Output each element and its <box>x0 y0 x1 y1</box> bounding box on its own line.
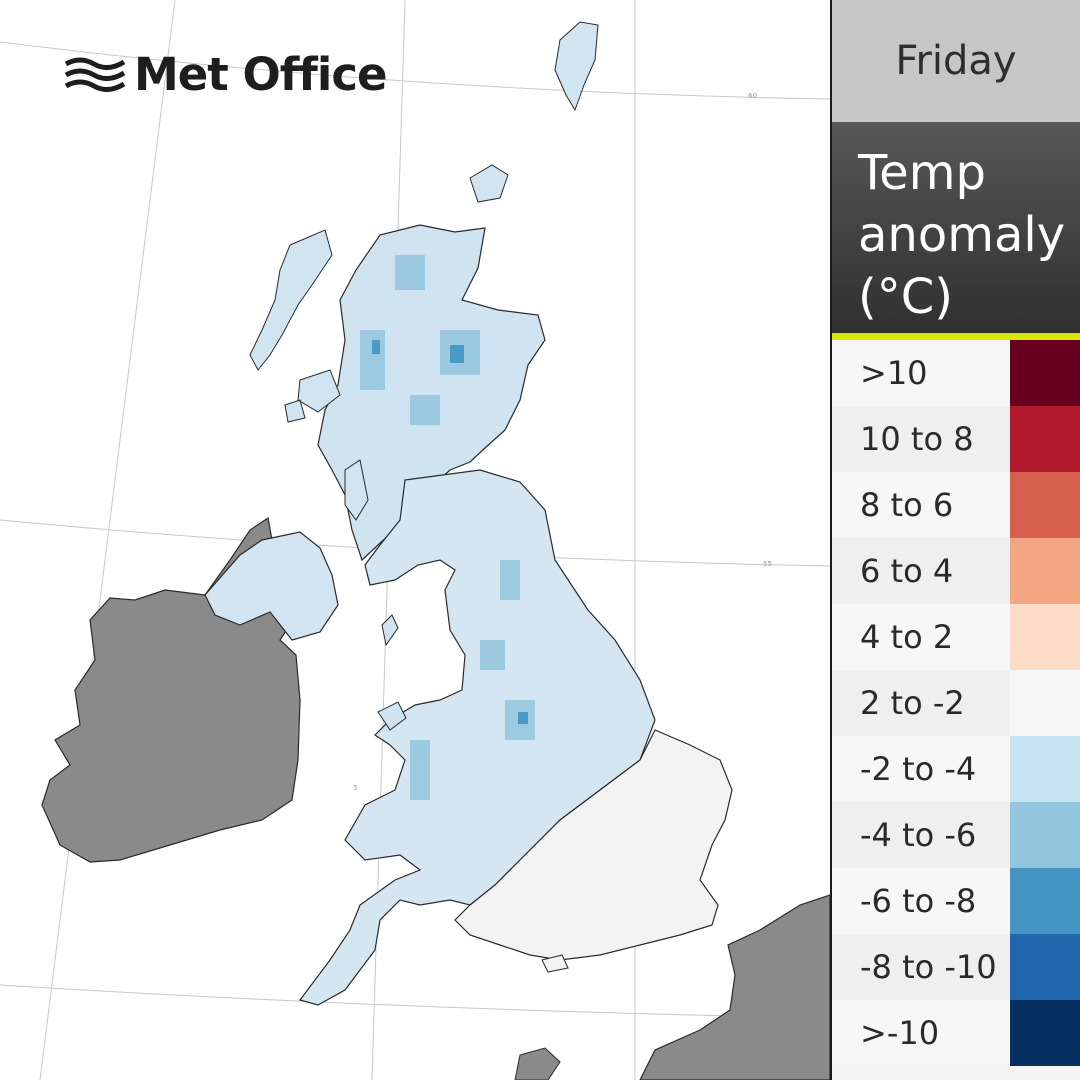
legend-row: -4 to -6 <box>832 802 1080 868</box>
legend-title-line-1: Temp <box>858 145 986 201</box>
legend-list: >10 10 to 8 8 to 6 6 to 4 4 to 2 2 to -2… <box>832 340 1080 1066</box>
legend-swatch <box>1010 538 1080 604</box>
legend-label: 8 to 6 <box>860 486 954 524</box>
isle-of-man <box>381 614 399 647</box>
england-wales-cool <box>298 469 656 1006</box>
legend-row: -6 to -8 <box>832 868 1080 934</box>
strong-cold-patches <box>372 340 528 724</box>
legend-row: 10 to 8 <box>832 406 1080 472</box>
legend-row: >-10 <box>832 1000 1080 1066</box>
isle-of-wight <box>541 954 569 973</box>
legend-swatch <box>1010 604 1080 670</box>
legend-label: -8 to -10 <box>860 948 997 986</box>
kintyre-arran <box>344 459 369 521</box>
legend-label: -2 to -4 <box>860 750 977 788</box>
orkney <box>469 164 509 203</box>
channel-islands <box>514 1047 561 1080</box>
legend-swatch <box>1010 670 1080 736</box>
map-area: 60 55 50 10 5 0 <box>0 0 830 1080</box>
legend-label: 10 to 8 <box>860 420 974 458</box>
legend-row: 2 to -2 <box>832 670 1080 736</box>
met-office-wave-icon <box>64 57 126 92</box>
legend-panel: Friday Temp anomaly (°C) >10 10 to 8 8 t… <box>830 0 1080 1080</box>
legend-row: 8 to 6 <box>832 472 1080 538</box>
legend-swatch <box>1010 406 1080 472</box>
legend-label: >-10 <box>860 1014 940 1052</box>
legend-title-line-3: (°C) <box>858 269 953 325</box>
anglesey <box>377 701 407 731</box>
legend-row: -8 to -10 <box>832 934 1080 1000</box>
legend-swatch <box>1010 472 1080 538</box>
inner-isles <box>284 369 341 423</box>
legend-swatch <box>1010 736 1080 802</box>
legend-label: 6 to 4 <box>860 552 954 590</box>
legend-title: Temp anomaly (°C) <box>832 122 1080 340</box>
shetland <box>554 21 599 112</box>
legend-row: 4 to 2 <box>832 604 1080 670</box>
legend-label: -6 to -8 <box>860 882 977 920</box>
legend-label: 2 to -2 <box>860 684 965 722</box>
outer-hebrides <box>249 229 333 371</box>
legend-swatch <box>1010 802 1080 868</box>
northern-ireland <box>204 531 339 641</box>
legend-label: 4 to 2 <box>860 618 954 656</box>
forecast-day: Friday <box>832 0 1080 122</box>
brand-name: Met Office <box>134 48 388 101</box>
grid-label-lat-55: 55 <box>763 560 772 568</box>
legend-row: -2 to -4 <box>832 736 1080 802</box>
south-east-england <box>454 729 733 961</box>
legend-swatch <box>1010 340 1080 406</box>
grid-label-lat-60: 60 <box>748 92 757 100</box>
legend-label: >10 <box>860 354 928 392</box>
legend-swatch <box>1010 934 1080 1000</box>
legend-title-line-2: anomaly <box>858 207 1066 263</box>
legend-label: -4 to -6 <box>860 816 977 854</box>
france-landmass <box>639 894 830 1080</box>
grid-label-lon-5: 5 <box>353 784 357 792</box>
legend-swatch <box>1010 1000 1080 1066</box>
legend-row: >10 <box>832 340 1080 406</box>
anomaly-map: 60 55 50 10 5 0 <box>0 0 830 1080</box>
met-office-logo: Met Office <box>64 48 388 101</box>
legend-row: 6 to 4 <box>832 538 1080 604</box>
legend-swatch <box>1010 868 1080 934</box>
